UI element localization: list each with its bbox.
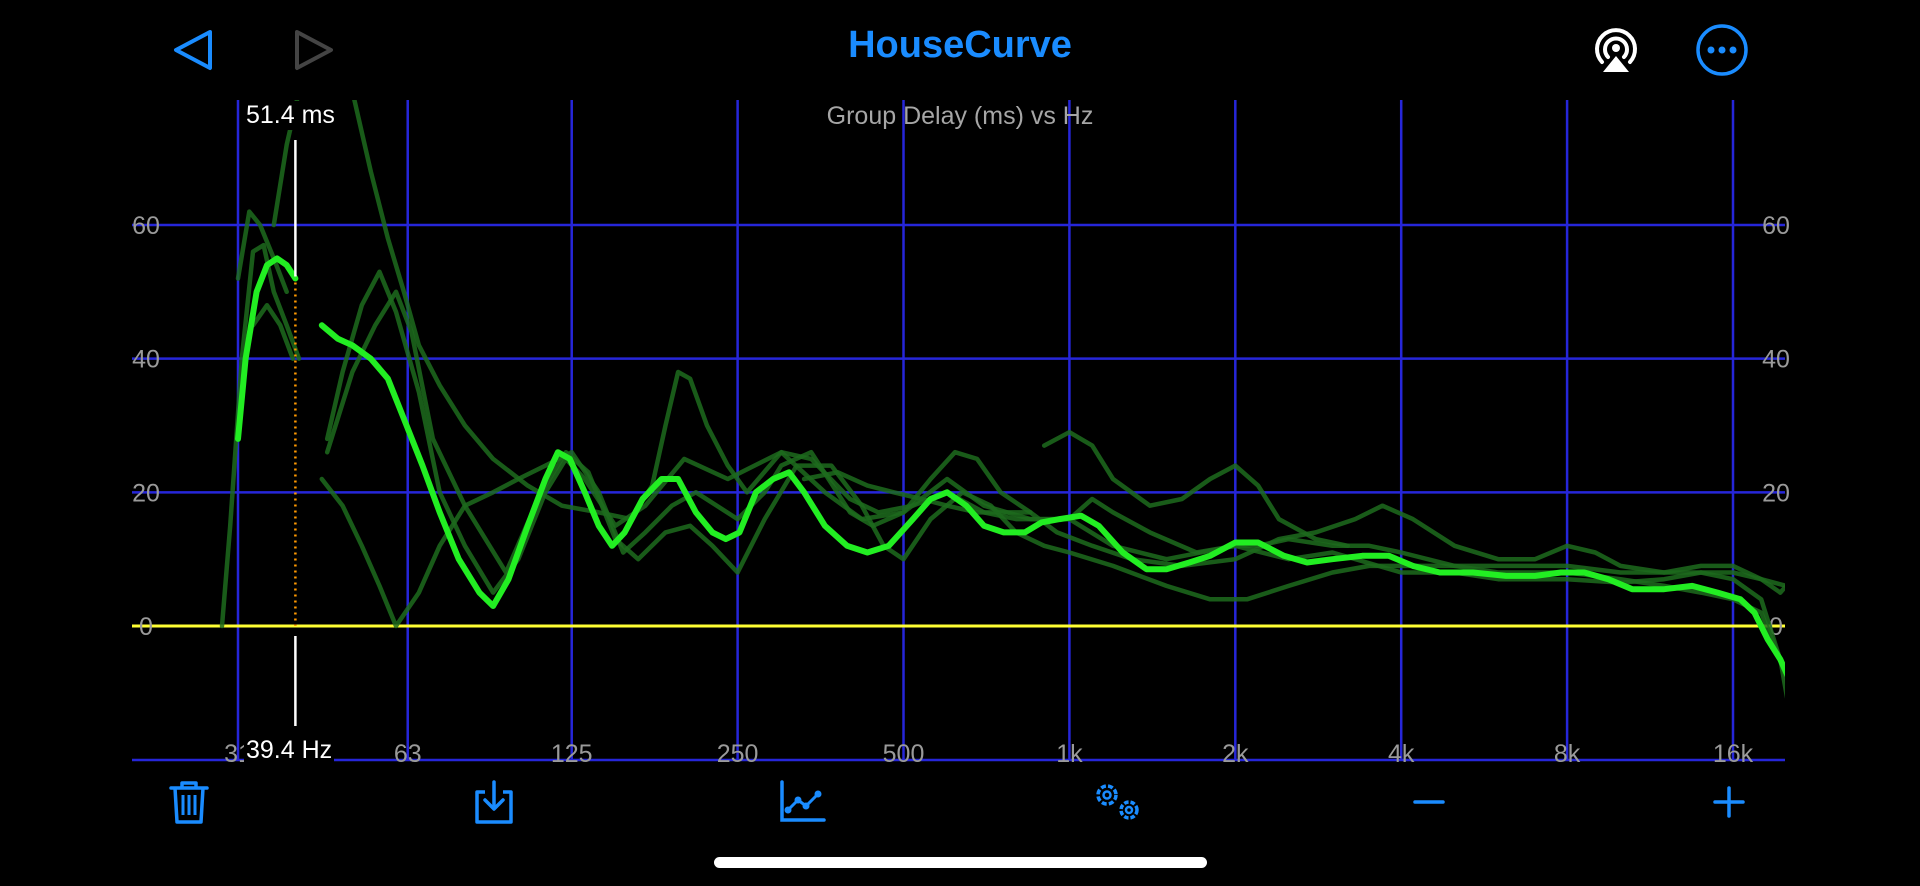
zoom-out-button[interactable] — [1397, 770, 1461, 834]
settings-button[interactable] — [1086, 770, 1150, 834]
trash-icon — [169, 781, 209, 824]
forward-button[interactable] — [285, 22, 341, 78]
y-tick-label-left: 0 — [139, 613, 153, 641]
x-tick-label: 2k — [1222, 740, 1249, 768]
x-tick-label: 125 — [551, 740, 593, 768]
tray-download-icon — [475, 780, 513, 824]
y-tick-label-left: 40 — [132, 346, 160, 374]
background-series-line-5 — [1041, 429, 1351, 549]
active-series-line — [318, 322, 1785, 678]
background-series-line-6 — [801, 470, 1033, 515]
ellipsis-circle-icon — [1696, 24, 1748, 76]
background-series-line-3 — [324, 289, 1785, 602]
y-tick-label-left: 60 — [132, 212, 160, 240]
x-tick-label: 250 — [717, 740, 759, 768]
minus-icon — [1413, 800, 1445, 804]
chart-title: Group Delay (ms) vs Hz — [827, 102, 1094, 130]
background-series-line-4 — [352, 100, 1785, 699]
plus-icon — [1713, 786, 1745, 818]
save-button[interactable] — [462, 770, 526, 834]
background-series-line-2 — [235, 209, 289, 295]
x-tick-label: 16k — [1713, 740, 1754, 768]
cursor-delay-label: 51.4 ms — [244, 101, 337, 130]
bottom-toolbar — [0, 770, 1920, 840]
y-tick-label-left: 20 — [132, 479, 160, 507]
y-tick-label-right: 60 — [1762, 212, 1790, 240]
background-series-line-3 — [250, 302, 296, 361]
delete-button[interactable] — [157, 770, 221, 834]
triangle-left-icon — [174, 30, 212, 70]
x-tick-label: 500 — [883, 740, 925, 768]
triangle-right-icon — [295, 30, 333, 70]
cursor-frequency-label: 39.4 Hz — [244, 736, 335, 765]
background-series-line-2 — [319, 449, 1785, 629]
background-series-line-1 — [219, 242, 302, 629]
gears-icon — [1096, 784, 1139, 820]
top-toolbar: HouseCurve — [0, 0, 1920, 100]
home-indicator[interactable] — [714, 857, 1207, 868]
line-chart-icon — [780, 780, 826, 822]
x-tick-label: 1k — [1056, 740, 1083, 768]
active-series-line — [235, 255, 299, 442]
zoom-in-button[interactable] — [1697, 770, 1761, 834]
y-tick-label-right: 20 — [1762, 479, 1790, 507]
active-series — [235, 255, 1785, 678]
back-button[interactable] — [166, 22, 222, 78]
more-options-button[interactable] — [1694, 22, 1750, 78]
x-tick-labels: 31 63 125 250 500 1k 2k 4k 8k 16k — [224, 740, 1754, 768]
y-tick-label-right: 40 — [1762, 346, 1790, 374]
x-tick-label: 4k — [1388, 740, 1415, 768]
chart-view-button[interactable] — [770, 770, 834, 834]
airplay-icon — [1595, 28, 1637, 72]
app-title: HouseCurve — [848, 24, 1072, 66]
x-tick-label: 63 — [394, 740, 422, 768]
airplay-button[interactable] — [1588, 22, 1644, 78]
x-tick-label: 8k — [1554, 740, 1581, 768]
